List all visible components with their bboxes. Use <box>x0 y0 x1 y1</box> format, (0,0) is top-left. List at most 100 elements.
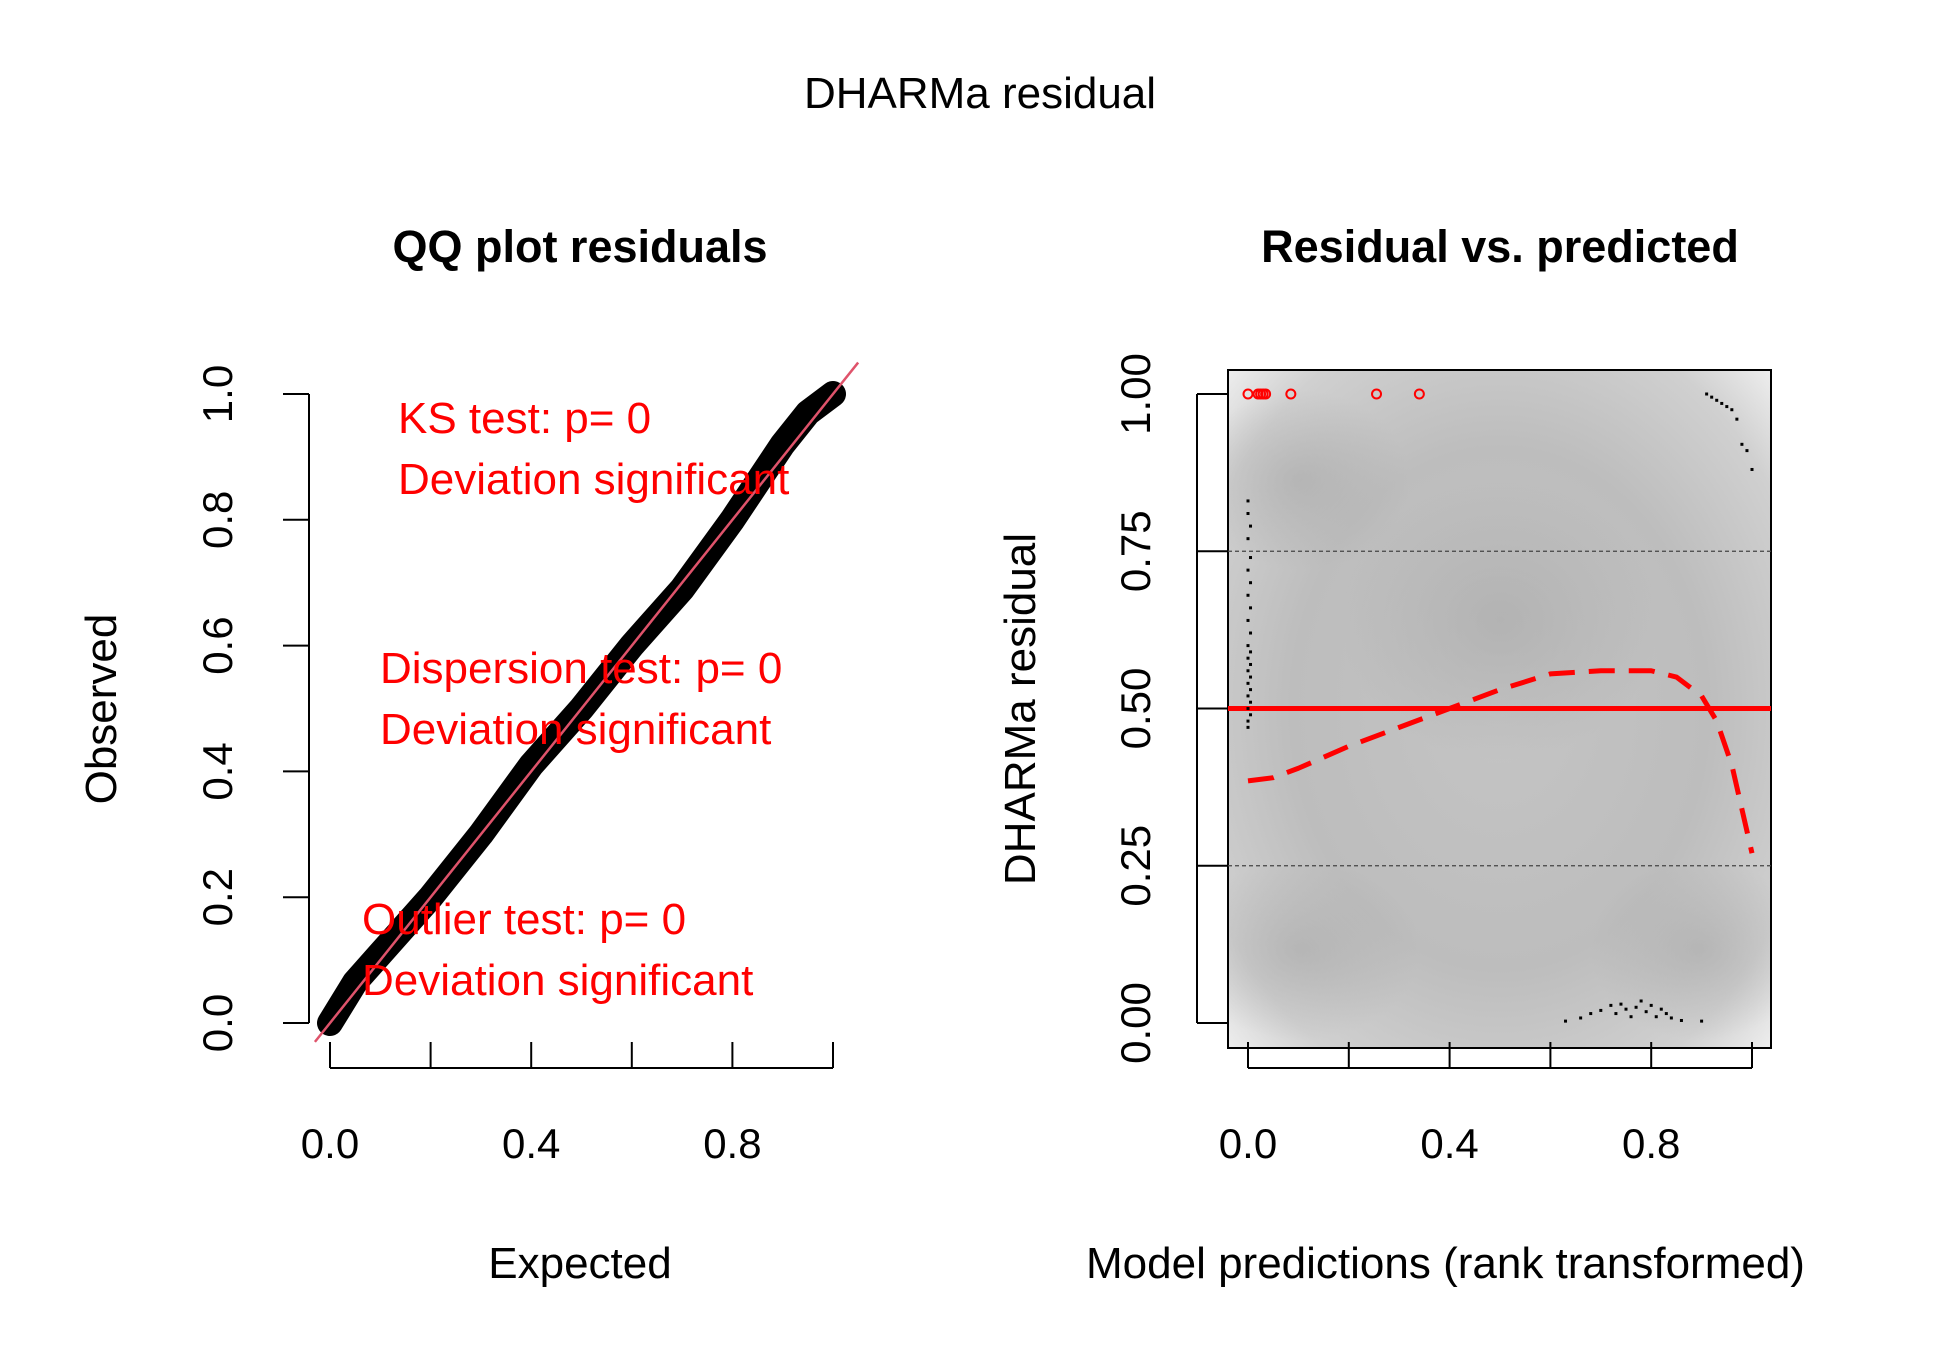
residual-x-tick-label: 0.4 <box>1420 1120 1478 1167</box>
qq-y-tick-label: 0.4 <box>194 742 241 800</box>
qq-test-deviation: Deviation significant <box>362 956 753 1005</box>
residual-point <box>1246 656 1250 660</box>
qq-panel: QQ plot residuals 0.0 0.4 0.80.00.20.40.60… <box>77 221 860 1288</box>
residual-panel: Residual vs. predicted 0.0 0.4 0.8 0.00 0.25… <box>996 221 1805 1288</box>
residual-y-tick-label: 0.50 <box>1112 668 1159 750</box>
qq-xlabel: Expected <box>488 1239 671 1288</box>
qq-marks <box>313 361 860 1043</box>
residual-axes: 0.0 0.4 0.8 0.00 0.25 0.50 0.75 1.00 <box>1112 353 1772 1167</box>
qq-test-annotation: Dispersion test: p= 0 Deviation significa… <box>380 644 782 754</box>
residual-point <box>1720 401 1724 405</box>
residual-point <box>1249 662 1253 666</box>
outlier-point <box>1285 388 1297 400</box>
residual-point <box>1246 537 1250 541</box>
outlier-point <box>1371 388 1383 400</box>
qq-test-deviation: Deviation significant <box>398 455 789 504</box>
residual-point <box>1249 524 1253 528</box>
residual-point <box>1639 999 1643 1003</box>
qq-x-tick-label: 0.4 <box>502 1120 560 1167</box>
residual-point <box>1564 1019 1568 1023</box>
residual-panel-title: Residual vs. predicted <box>1261 221 1739 272</box>
residual-ylabel: DHARMa residual <box>996 533 1045 885</box>
residual-y-tick-label: 0.00 <box>1112 982 1159 1064</box>
residual-point <box>1624 1007 1628 1011</box>
density-blob <box>1228 390 1410 570</box>
residual-point <box>1249 581 1253 585</box>
residual-point <box>1700 1019 1704 1023</box>
residual-point <box>1579 1016 1583 1020</box>
residual-point <box>1249 650 1253 654</box>
residual-point <box>1609 1003 1613 1007</box>
qq-test-result: Outlier test: p= 0 <box>362 895 686 944</box>
qq-x-tick-label: 0.0 <box>301 1120 359 1167</box>
residual-point <box>1740 442 1744 446</box>
residual-point <box>1249 631 1253 635</box>
density-blob <box>1340 480 1660 760</box>
residual-point <box>1715 398 1719 402</box>
figure-title: DHARMa residual <box>804 69 1156 118</box>
residual-point <box>1246 669 1250 673</box>
qq-test-result: KS test: p= 0 <box>398 394 651 443</box>
residual-point <box>1246 707 1250 710</box>
residual-xlabel: Model predictions (rank transformed) <box>1086 1239 1805 1288</box>
residual-point <box>1730 408 1734 412</box>
residual-y-tick-label: 0.25 <box>1112 825 1159 907</box>
outlier-point <box>1413 388 1425 400</box>
qq-test-annotation: Outlier test: p= 0 Deviation significant <box>362 895 753 1005</box>
qq-y-tick-label: 0.2 <box>194 868 241 926</box>
residual-point <box>1246 499 1250 503</box>
residual-point <box>1710 395 1714 399</box>
residual-point <box>1246 644 1250 648</box>
residual-point <box>1249 688 1253 692</box>
density-blob <box>1228 860 1420 1040</box>
qq-x-tick-label: 0.8 <box>703 1120 761 1167</box>
residual-point <box>1614 1012 1618 1016</box>
qq-axes: 0.0 0.4 0.8 0.0 0.2 0.4 0.6 0.8 1.0 <box>194 365 834 1167</box>
qq-panel-title: QQ plot residuals <box>392 221 767 272</box>
qq-y-tick-label: 0.6 <box>194 616 241 674</box>
outlier-point <box>1260 388 1272 400</box>
residual-point <box>1246 512 1250 516</box>
residual-point <box>1629 1015 1633 1019</box>
residual-point <box>1249 606 1253 610</box>
residual-point <box>1619 1002 1623 1006</box>
residual-point <box>1669 1016 1673 1020</box>
qq-y-tick-label: 0.0 <box>194 994 241 1052</box>
residual-point <box>1589 1012 1593 1016</box>
residual-point <box>1679 1018 1683 1022</box>
residual-point <box>1246 719 1250 723</box>
residual-point <box>1249 700 1253 704</box>
residual-point <box>1246 694 1250 698</box>
residual-y-tick-label: 0.75 <box>1112 510 1159 592</box>
density-blob <box>1590 860 1771 1040</box>
residual-marks <box>1228 388 1771 1023</box>
residual-point <box>1705 392 1709 396</box>
qq-test-deviation: Deviation significant <box>380 705 771 754</box>
outlier-point <box>1242 388 1254 400</box>
residual-point <box>1725 405 1729 409</box>
qq-y-tick-label: 1.0 <box>194 365 241 423</box>
residual-x-tick-label: 0.0 <box>1219 1120 1277 1167</box>
qq-test-result: Dispersion test: p= 0 <box>380 644 782 693</box>
residual-point <box>1249 675 1253 679</box>
residual-point <box>1654 1015 1658 1019</box>
residual-point <box>1246 725 1250 729</box>
residual-point <box>1649 1003 1653 1007</box>
residual-point <box>1664 1012 1668 1016</box>
residual-point <box>1249 713 1253 717</box>
residual-point <box>1246 618 1250 622</box>
residual-point <box>1659 1007 1663 1011</box>
residual-point <box>1246 593 1250 597</box>
residual-point <box>1246 568 1250 572</box>
residual-point <box>1246 681 1250 685</box>
residual-point <box>1745 449 1749 453</box>
qq-reference-line <box>313 361 860 1043</box>
residual-point <box>1644 1010 1648 1014</box>
residual-point <box>1750 467 1754 471</box>
qq-ylabel: Observed <box>77 614 126 805</box>
residual-x-tick-label: 0.8 <box>1622 1120 1680 1167</box>
qq-y-tick-label: 0.8 <box>194 491 241 549</box>
residual-point <box>1599 1008 1603 1012</box>
